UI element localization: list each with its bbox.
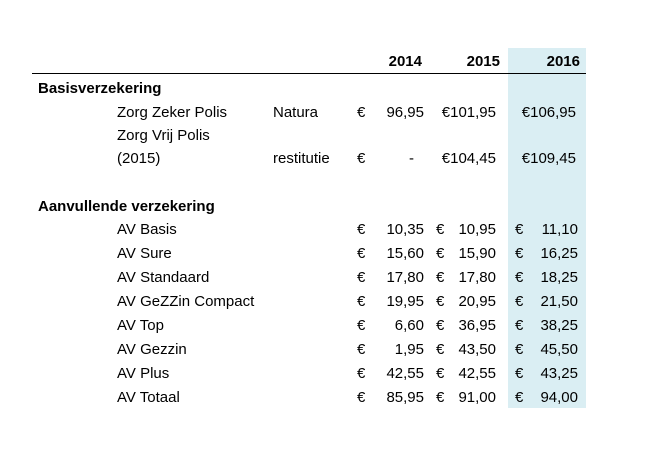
row-name-line1: Zorg Vrij Polis <box>117 127 210 144</box>
value-2015: €101,95 <box>441 104 496 121</box>
value-2016: 43,25 <box>540 365 578 382</box>
currency-2016: € <box>515 389 524 406</box>
value-2016: 18,25 <box>540 269 578 286</box>
currency-2015: € <box>436 293 445 310</box>
currency-2014: € <box>357 293 366 310</box>
currency-2016: € <box>515 245 524 262</box>
value-2015: 91,00 <box>458 389 496 406</box>
value-2016: €109,45 <box>521 150 576 167</box>
currency-2014: € <box>357 104 366 121</box>
currency-2015: € <box>436 317 445 334</box>
value-2014: 15,60 <box>386 245 424 262</box>
value-2016: 16,25 <box>540 245 578 262</box>
currency-2014: € <box>357 150 366 167</box>
value-2014: 6,60 <box>394 317 424 334</box>
value-2015: 10,95 <box>458 221 496 238</box>
value-2015: 43,50 <box>458 341 496 358</box>
row-name: AV Sure <box>117 245 172 262</box>
row-name: AV Gezzin <box>117 341 187 358</box>
currency-2014: € <box>357 221 366 238</box>
currency-2014: € <box>357 365 366 382</box>
currency-2015: € <box>436 389 445 406</box>
value-2014: 19,95 <box>386 293 424 310</box>
value-2016: 11,10 <box>541 221 578 238</box>
row-name: AV Plus <box>117 365 170 382</box>
row-name: AV Standaard <box>117 269 210 286</box>
value-2014: 10,35 <box>386 221 424 238</box>
value-2015: 17,80 <box>458 269 496 286</box>
currency-2014: € <box>357 317 366 334</box>
currency-2016: € <box>515 341 524 358</box>
row-name: AV Top <box>117 317 164 334</box>
header-rule <box>32 73 586 74</box>
row-name: Zorg Zeker Polis <box>117 104 228 121</box>
currency-2015: € <box>436 221 445 238</box>
row-type: Natura <box>273 104 319 121</box>
row-name: AV GeZZin Compact <box>117 293 255 310</box>
currency-2016: € <box>515 293 524 310</box>
value-2014: 96,95 <box>386 104 424 121</box>
value-2014: 85,95 <box>386 389 424 406</box>
value-2015: €104,45 <box>441 150 496 167</box>
section-title-aanvullend: Aanvullende verzekering <box>38 198 215 215</box>
value-2016: 38,25 <box>540 317 578 334</box>
value-2016: 21,50 <box>540 293 578 310</box>
value-2015: 20,95 <box>458 293 496 310</box>
currency-2015: € <box>436 365 445 382</box>
value-2015: 42,55 <box>458 365 496 382</box>
value-2014: 1,95 <box>394 341 424 358</box>
value-2014: 17,80 <box>386 269 424 286</box>
currency-2014: € <box>357 269 366 286</box>
row-name: AV Totaal <box>117 389 180 406</box>
row-type: restitutie <box>273 150 330 167</box>
currency-2016: € <box>515 365 524 382</box>
value-2014: - <box>409 150 414 167</box>
value-2016: 45,50 <box>540 341 578 358</box>
header-2014: 2014 <box>388 53 422 70</box>
currency-2015: € <box>436 245 445 262</box>
column-2016-highlight <box>508 48 586 408</box>
value-2015: 15,90 <box>458 245 496 262</box>
currency-2015: € <box>436 341 445 358</box>
currency-2016: € <box>515 317 524 334</box>
section-title-basis: Basisverzekering <box>38 80 162 97</box>
value-2015: 36,95 <box>458 317 496 334</box>
currency-2014: € <box>357 245 366 262</box>
value-2016: 94,00 <box>540 389 578 406</box>
currency-2015: € <box>436 269 445 286</box>
header-2015: 2015 <box>466 53 500 70</box>
row-name: AV Basis <box>117 221 177 238</box>
currency-2014: € <box>357 389 366 406</box>
header-2016: 2016 <box>546 53 580 70</box>
value-2016: €106,95 <box>521 104 576 121</box>
row-name-line2: (2015) <box>117 150 161 167</box>
currency-2016: € <box>515 221 524 238</box>
value-2014: 42,55 <box>386 365 424 382</box>
currency-2016: € <box>515 269 524 286</box>
currency-2014: € <box>357 341 366 358</box>
